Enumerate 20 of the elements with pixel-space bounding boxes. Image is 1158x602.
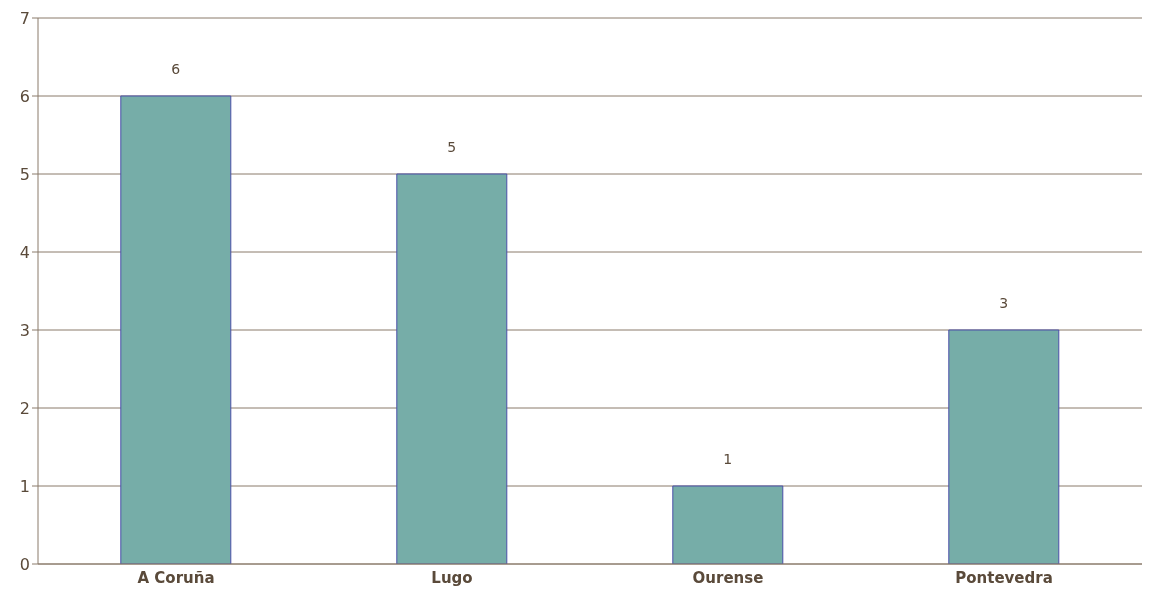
bar (672, 485, 784, 564)
y-tick-label: 7 (19, 8, 30, 28)
bar (120, 95, 232, 564)
y-tick-label: 6 (19, 86, 30, 106)
bar (948, 329, 1060, 564)
x-tick-label: Pontevedra (955, 568, 1053, 587)
y-tick-label: 4 (19, 242, 30, 262)
y-tick-label: 1 (19, 476, 30, 496)
data-label: 5 (447, 139, 457, 155)
y-tick-label: 2 (19, 398, 30, 418)
y-tick-label: 3 (19, 320, 30, 340)
y-tick-label: 5 (19, 164, 30, 184)
bar (396, 173, 508, 564)
data-label: 1 (723, 451, 733, 467)
x-tick-label: Lugo (431, 568, 473, 587)
data-label: 6 (171, 61, 181, 77)
y-tick-label: 0 (19, 554, 30, 574)
data-label: 3 (999, 295, 1009, 311)
x-tick-label: A Coruña (137, 568, 215, 587)
x-tick-label: Ourense (692, 568, 764, 587)
